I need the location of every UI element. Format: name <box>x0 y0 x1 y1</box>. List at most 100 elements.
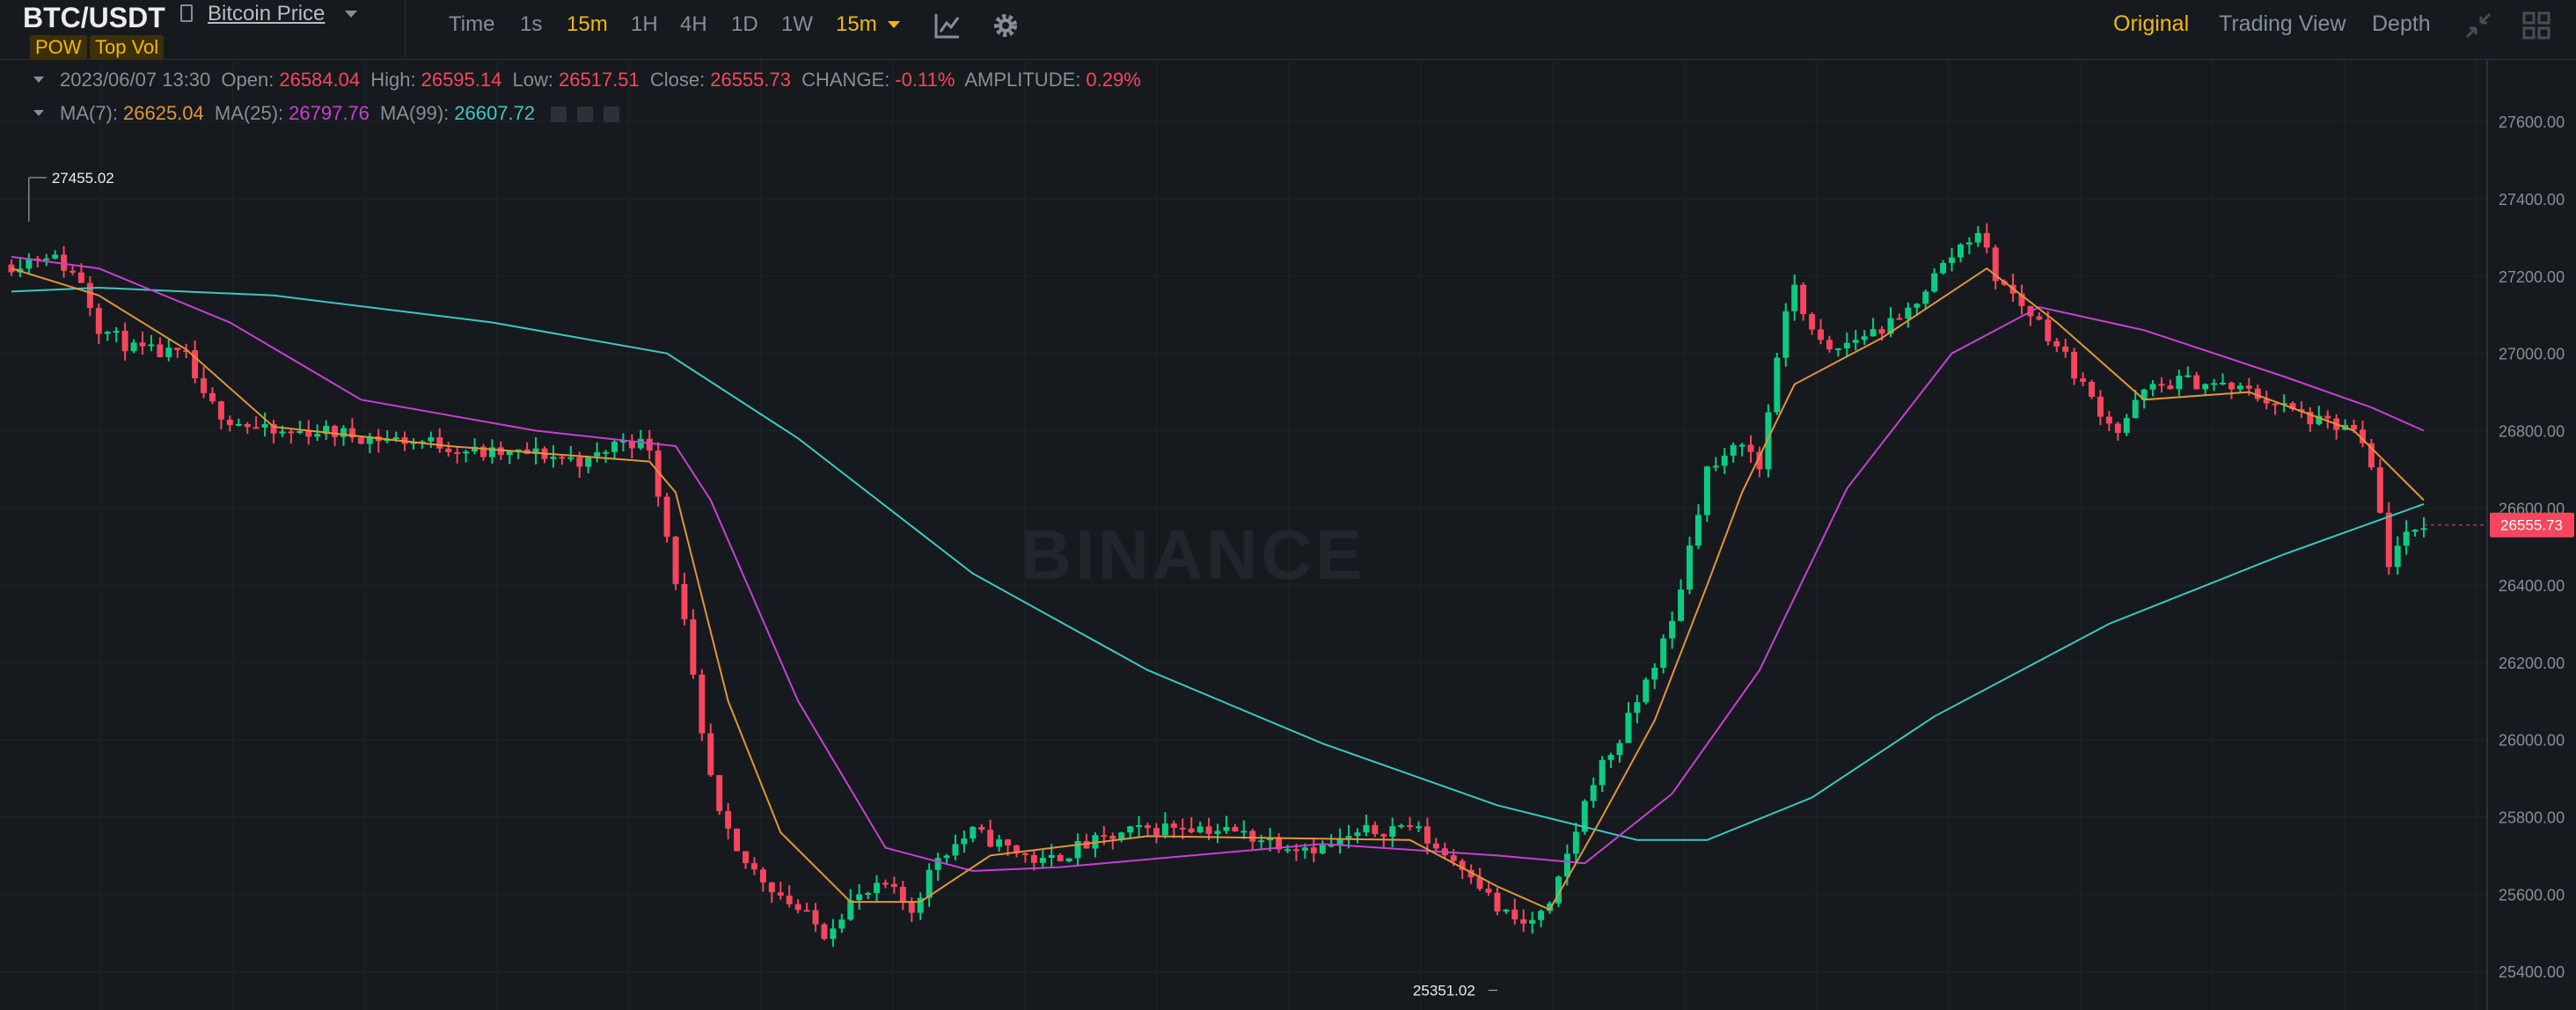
candle-body <box>637 438 644 449</box>
candle-body <box>1276 838 1283 850</box>
candle-body <box>1153 828 1160 836</box>
candle-body <box>201 378 208 393</box>
candle-body <box>1826 340 1833 350</box>
timeframe-15m[interactable]: 15m <box>567 12 608 36</box>
candle-body <box>655 450 662 497</box>
candle-body <box>1547 903 1554 911</box>
candle-body <box>821 924 828 940</box>
candle-body <box>1774 357 1781 413</box>
candle-body <box>52 254 59 259</box>
candle-body <box>1992 247 1999 282</box>
indicator-icon[interactable] <box>933 11 962 40</box>
candle-body <box>2123 418 2130 434</box>
candle-body <box>2272 403 2279 406</box>
chevron-down-icon[interactable] <box>345 11 357 18</box>
candle-body <box>121 331 128 352</box>
tag-top-vol[interactable]: Top Vol <box>90 35 165 60</box>
close-icon[interactable] <box>604 106 620 123</box>
candle-body <box>2071 351 2078 379</box>
candle-body <box>1109 835 1116 839</box>
settings-icon[interactable] <box>577 106 594 123</box>
candle-body <box>603 451 610 454</box>
candle-body <box>130 342 137 352</box>
candle-body <box>2149 384 2156 390</box>
candle-body <box>2036 316 2043 320</box>
candle-body <box>323 426 330 435</box>
y-tick-label: 25600.00 <box>2499 886 2565 904</box>
candle-body <box>1905 307 1912 319</box>
candle-body <box>1476 877 1483 889</box>
collapse-toggle-icon[interactable] <box>33 110 44 116</box>
candle-body <box>952 844 959 856</box>
candle-body <box>1896 318 1903 320</box>
gear-icon[interactable] <box>991 11 1021 40</box>
timeframe-1d[interactable]: 1D <box>731 12 758 36</box>
candle-body <box>34 258 41 260</box>
binance-watermark: BINANCE <box>1021 516 1366 594</box>
candle-body <box>252 427 260 429</box>
candle-body <box>1800 284 1807 315</box>
ma7-line <box>11 267 2425 911</box>
candle-body <box>61 254 68 271</box>
grid-layout-icon[interactable] <box>2521 11 2551 40</box>
timeframe-4h[interactable]: 4H <box>680 12 707 36</box>
chevron-down-icon[interactable] <box>888 21 900 28</box>
candle-body <box>2114 423 2121 434</box>
timeframe-dropdown[interactable]: 15m <box>836 12 877 36</box>
candle-body <box>454 451 461 454</box>
timeframe-1s[interactable]: 1s <box>520 12 543 36</box>
candle-body <box>1240 831 1248 833</box>
timeframe-1h[interactable]: 1H <box>631 12 658 36</box>
collapse-toggle-icon[interactable] <box>33 77 44 83</box>
candle-body <box>559 457 566 459</box>
candle-body <box>1249 831 1256 842</box>
tag-pow[interactable]: POW <box>30 35 87 60</box>
candle-body <box>428 437 435 442</box>
candle-body <box>95 307 102 334</box>
candle-body <box>340 428 347 437</box>
view-original[interactable]: Original <box>2113 11 2190 36</box>
candle-body <box>725 810 732 829</box>
candle-body <box>847 900 854 920</box>
candle-body <box>1712 465 1719 468</box>
candle-body <box>882 882 889 885</box>
candle-body <box>1590 785 1597 801</box>
candle-body <box>2167 385 2174 390</box>
candle-body <box>865 893 872 896</box>
candle-body <box>550 457 557 459</box>
price-chart[interactable]: 25400.00 25600.00 25800.00 26000.00 26200.00… <box>0 60 2576 1010</box>
candle-body <box>830 928 837 940</box>
open-value: 26584.04 <box>279 69 361 91</box>
candle-body <box>1014 845 1020 853</box>
candle-body <box>244 423 251 428</box>
candle-body <box>1336 838 1343 845</box>
close-label: Close: <box>649 69 706 91</box>
candle-body <box>1005 839 1012 845</box>
candle-body <box>1965 242 1972 245</box>
candle-body <box>217 401 224 420</box>
candle-body <box>1922 291 1929 304</box>
timeframe-1w[interactable]: 1W <box>781 12 813 36</box>
candle-body <box>1354 832 1361 837</box>
view-depth[interactable]: Depth <box>2372 11 2431 36</box>
candle-body <box>445 448 452 452</box>
bitcoin-price-link[interactable]: Bitcoin Price <box>208 2 326 26</box>
collapse-icon[interactable] <box>2463 11 2493 40</box>
candle-body <box>1940 262 1947 274</box>
candle-body <box>899 887 906 903</box>
candle-body <box>1931 273 1938 292</box>
timeframe-time[interactable]: Time <box>449 12 495 36</box>
candle-body <box>1118 832 1125 839</box>
view-trading-view[interactable]: Trading View <box>2219 11 2346 36</box>
candle-body <box>488 447 495 457</box>
visibility-icon[interactable] <box>551 106 567 123</box>
candle-body <box>1538 911 1545 920</box>
candle-body <box>288 431 295 434</box>
candle-body <box>1887 318 1894 334</box>
candle-body <box>1223 826 1230 831</box>
document-icon[interactable] <box>180 4 193 22</box>
price-axis: 25400.00 25600.00 25800.00 26000.00 26200.00… <box>2499 113 2565 981</box>
candle-body <box>1345 836 1352 838</box>
candle-body <box>1581 801 1588 832</box>
candle-body <box>165 348 172 357</box>
